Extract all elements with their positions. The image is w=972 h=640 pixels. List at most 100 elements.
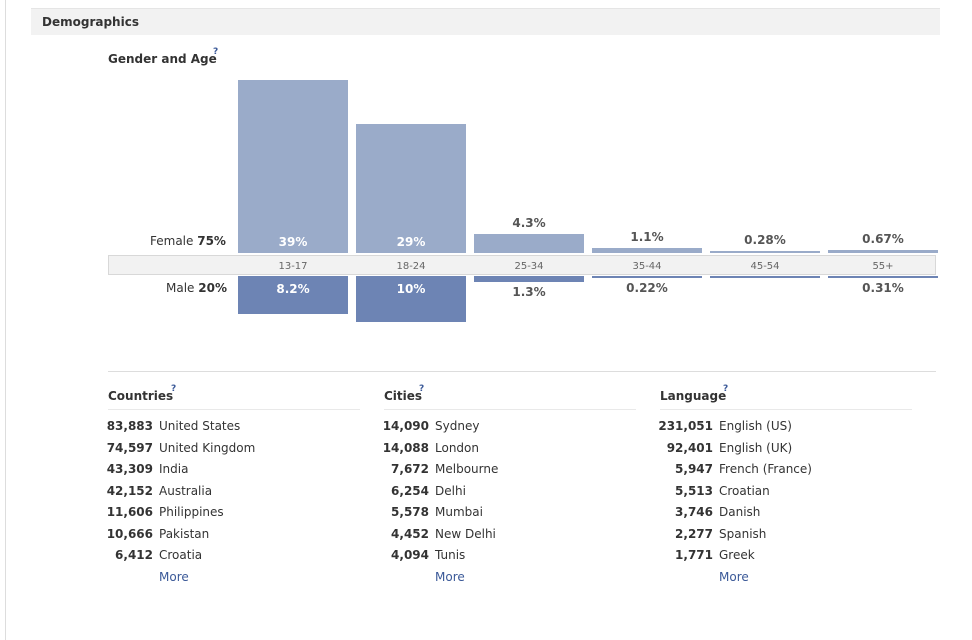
male-bar-label: 10% [396, 282, 426, 296]
male-bar-label: 1.3% [512, 284, 546, 299]
list-item-count: 4,452 [391, 526, 429, 541]
list-item-name[interactable]: New Delhi [435, 526, 496, 541]
list-item: 5,513 [660, 484, 713, 502]
female-bar [710, 251, 820, 253]
list-item-name[interactable]: Mumbai [435, 505, 483, 519]
list-item-count: 11,606 [106, 505, 153, 519]
list-item-name[interactable]: Philippines [159, 505, 224, 519]
list-item: 1,771 [660, 548, 713, 566]
cities-rule [384, 409, 636, 410]
countries-title: Countries [108, 389, 174, 403]
language-rule [660, 409, 912, 410]
male-label-text: Male [166, 281, 195, 295]
male-bar [356, 276, 466, 322]
age-axis-strip [108, 255, 936, 275]
list-item: 6,254 [384, 484, 429, 502]
list-item: 43,309 [107, 462, 153, 480]
list-item: 14,088 [382, 440, 429, 459]
list-item: 14,090 [382, 419, 429, 437]
female-bar-label: 0.28% [744, 233, 786, 247]
age-group-label: 35-44 [632, 261, 662, 272]
list-item: 74,597 [106, 440, 153, 459]
male-bar [474, 276, 584, 282]
list-item-name[interactable]: Greek [719, 548, 755, 562]
female-bar-label: 4.3% [512, 215, 546, 230]
list-item-name[interactable]: Danish [719, 505, 761, 519]
male-label: Male 20% [166, 281, 227, 295]
female-pct: 75% [197, 234, 226, 248]
female-label-text: Female [150, 234, 194, 248]
age-group-label: 13-17 [278, 261, 308, 272]
male-bar [592, 276, 702, 278]
list-item: 11,606 [106, 505, 153, 523]
list-item-count: 5,947 [675, 462, 713, 476]
section-divider [108, 371, 936, 372]
list-item-name[interactable]: English (US) [719, 419, 792, 433]
list-item: 92,401 [660, 441, 713, 459]
list-item-name[interactable]: Sydney [435, 419, 480, 433]
male-bar [828, 276, 938, 278]
list-item-count: 92,401 [666, 440, 713, 455]
male-bar-label: 0.22% [626, 281, 668, 295]
list-item-count: 74,597 [106, 440, 153, 455]
list-item-name[interactable]: Melbourne [435, 462, 499, 476]
section-title: Demographics [42, 15, 139, 29]
list-item-name[interactable]: United Kingdom [159, 440, 256, 455]
list-item: 6,412 [108, 548, 153, 566]
age-group-label: 45-54 [750, 261, 780, 272]
list-item-count: 6,254 [391, 483, 429, 498]
gender-age-title: Gender and Age [108, 52, 217, 66]
list-item-count: 6,412 [115, 548, 153, 562]
female-bar-label: 39% [278, 235, 308, 249]
list-item: 2,277 [660, 527, 713, 545]
language-help-icon[interactable]: ? [723, 384, 729, 394]
gender-age-help-icon[interactable]: ? [213, 47, 219, 57]
cities-more-link[interactable]: More [435, 570, 465, 584]
language-more-link[interactable]: More [719, 570, 749, 584]
cities-title: Cities [384, 389, 423, 403]
list-item-name[interactable]: Croatian [719, 483, 770, 498]
cities-help-icon[interactable]: ? [419, 384, 425, 394]
list-item: 231,051 [658, 419, 713, 437]
list-item-name[interactable]: United States [159, 419, 241, 433]
age-group-label: 25-34 [514, 261, 544, 272]
female-bar [474, 233, 584, 253]
list-item-count: 7,672 [391, 462, 429, 476]
page-frame [5, 0, 972, 640]
list-item-count: 14,090 [382, 419, 429, 433]
female-bar [828, 250, 938, 253]
female-bar [238, 80, 348, 253]
age-group-label: 55+ [872, 261, 894, 272]
list-item-count: 1,771 [675, 548, 713, 562]
male-bar [710, 276, 820, 278]
list-item-name[interactable]: French (France) [719, 462, 812, 476]
list-item-count: 4,094 [391, 548, 429, 562]
list-item-count: 2,277 [675, 526, 713, 541]
list-item-name[interactable]: Croatia [159, 548, 203, 562]
list-item-name[interactable]: English (UK) [719, 440, 793, 455]
countries-more-link[interactable]: More [159, 570, 189, 584]
male-pct: 20% [198, 281, 227, 295]
list-item-name[interactable]: Spanish [719, 526, 767, 541]
list-item-name[interactable]: Delhi [435, 483, 466, 498]
male-bar [238, 276, 348, 314]
countries-help-icon[interactable]: ? [171, 384, 177, 394]
list-item-name[interactable]: Tunis [435, 548, 466, 562]
female-label: Female 75% [150, 234, 226, 248]
female-bar [592, 248, 702, 253]
list-item: 42,152 [107, 484, 153, 502]
section-header: Demographics [31, 8, 940, 35]
list-item-count: 5,513 [675, 483, 713, 498]
list-item-name[interactable]: Australia [159, 483, 213, 498]
female-bar-label: 0.67% [862, 232, 904, 247]
female-bar [356, 124, 466, 253]
list-item: 4,094 [384, 548, 429, 566]
list-item: 83,883 [107, 419, 153, 437]
list-item-name[interactable]: Pakistan [159, 526, 210, 541]
female-bar-label: 29% [396, 235, 426, 249]
list-item-name[interactable]: London [435, 440, 479, 455]
female-bar-label: 1.1% [630, 230, 664, 245]
list-item-name[interactable]: India [159, 462, 189, 476]
list-item-count: 231,051 [658, 419, 713, 433]
list-item-count: 14,088 [382, 440, 429, 455]
